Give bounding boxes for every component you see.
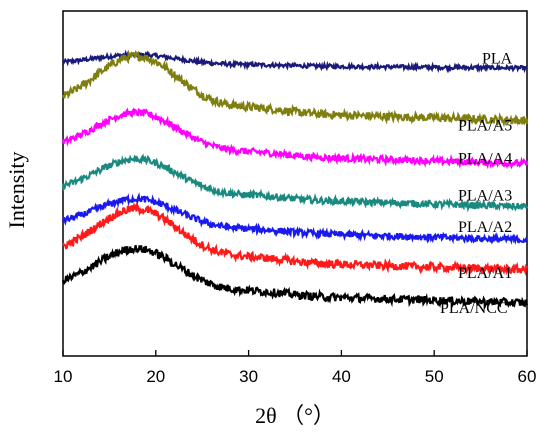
series-line-pla-a2 — [61, 192, 528, 245]
x-tick-label: 60 — [518, 367, 537, 386]
series-layer — [61, 49, 529, 310]
series-labels: PLA PLA/A5 PLA/A4 PLA/A3 PLA/A2 PLA/A1 PLA/NCC — [440, 50, 513, 317]
x-tick-label: 50 — [425, 367, 444, 386]
x-tick-label: 30 — [239, 367, 258, 386]
y-axis-title: Intensity — [4, 152, 29, 229]
series-label: PLA/NCC — [440, 300, 508, 317]
x-axis-title: 2θ （°） — [255, 403, 335, 428]
series-line-pla-a5 — [61, 49, 529, 128]
plot-frame — [62, 10, 528, 357]
series-label: PLA/A1 — [458, 265, 512, 282]
series-label: PLA/A4 — [458, 151, 512, 168]
series-line-pla-a1 — [61, 201, 528, 277]
series-line-pla-a3 — [61, 153, 528, 213]
x-tick-label: 20 — [146, 367, 165, 386]
series-label: PLA/A5 — [458, 117, 512, 134]
x-axis-ticks: 10 20 30 40 50 60 — [54, 350, 537, 386]
series-label: PLA — [482, 50, 513, 67]
series-line-pla — [62, 49, 528, 74]
series-line-pla-ncc — [61, 244, 529, 310]
series-line-pla-a4 — [61, 107, 529, 170]
x-tick-label: 40 — [332, 367, 351, 386]
series-label: PLA/A3 — [458, 188, 512, 205]
x-tick-label: 10 — [54, 367, 73, 386]
series-label: PLA/A2 — [458, 219, 512, 236]
